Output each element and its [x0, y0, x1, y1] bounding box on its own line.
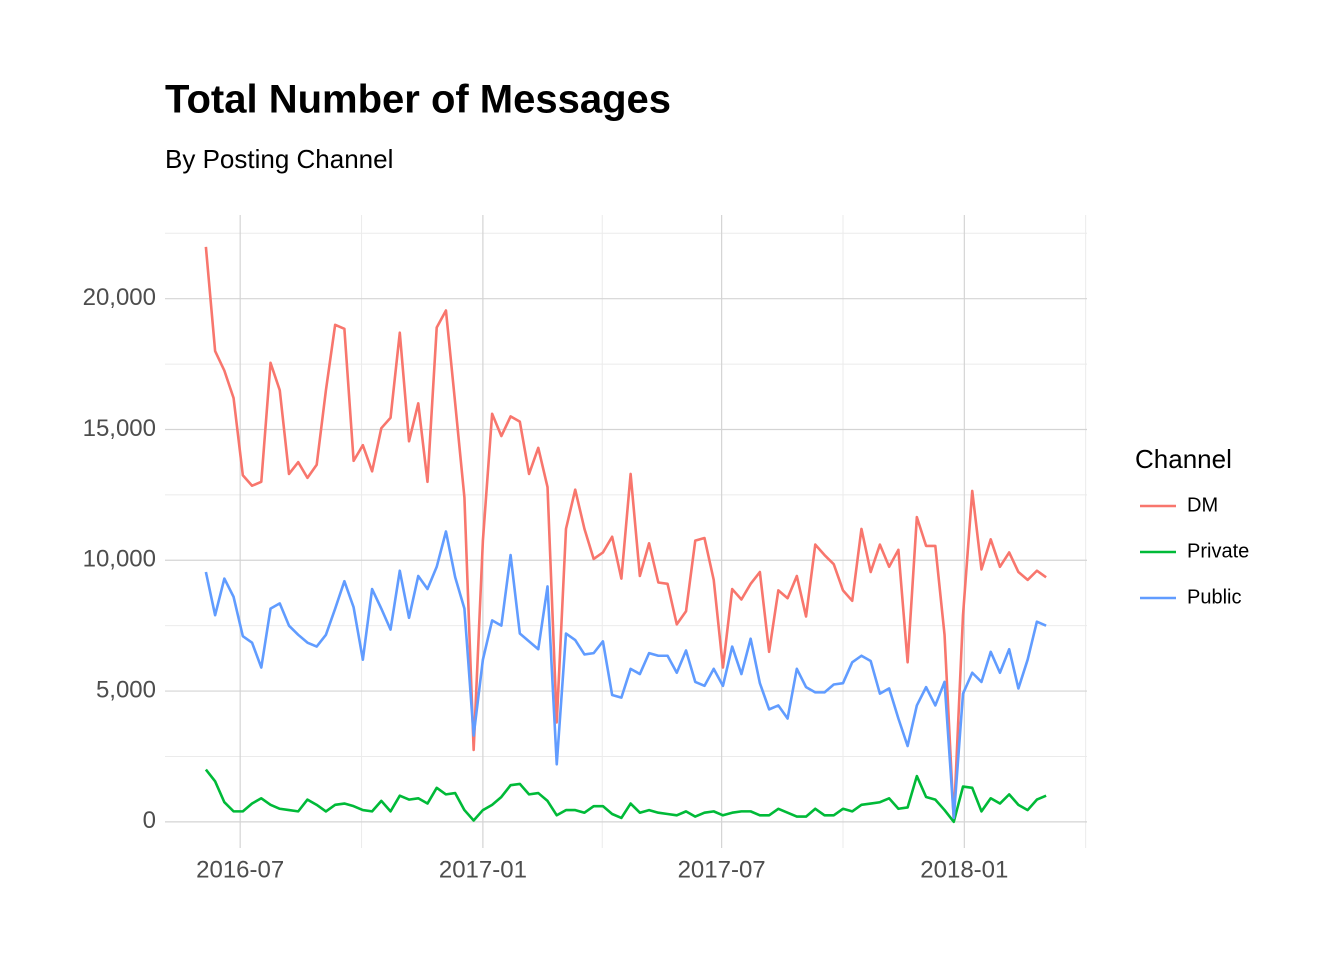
y-tick-label: 15,000 [83, 415, 156, 442]
grid [165, 215, 1087, 848]
series-line [204, 768, 1047, 824]
legend-title: Channel [1135, 444, 1232, 474]
legend-label: Public [1187, 586, 1241, 608]
x-tick-label: 2018-01 [920, 856, 1008, 883]
series-line [204, 530, 1047, 820]
legend-label: Private [1187, 540, 1249, 562]
chart-subtitle: By Posting Channel [165, 144, 393, 174]
x-tick-label: 2016-07 [196, 856, 284, 883]
series-line [204, 246, 1047, 822]
y-tick-label: 10,000 [83, 546, 156, 573]
legend-label: DM [1187, 494, 1218, 516]
chart-title: Total Number of Messages [165, 78, 671, 122]
legend: DM Private Public [1140, 494, 1249, 608]
y-tick-label: 0 [143, 807, 156, 834]
plot-lines [204, 246, 1047, 824]
y-tick-label: 5,000 [96, 676, 156, 703]
x-tick-label: 2017-07 [678, 856, 766, 883]
y-tick-label: 20,000 [83, 284, 156, 311]
x-tick-label: 2017-01 [439, 856, 527, 883]
